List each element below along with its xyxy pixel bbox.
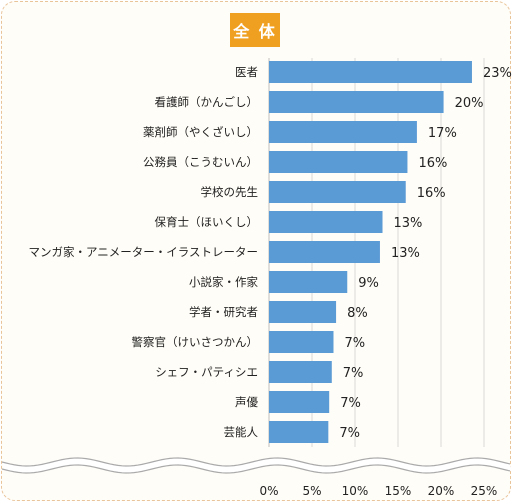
bar [269,361,332,383]
value-label: 16% [417,186,446,201]
category-label: マンガ家・アニメーター・イラストレーター [28,245,258,259]
category-label: 学者・研究者 [189,305,258,319]
bar [269,151,408,173]
axis-break [1,457,512,474]
value-label: 17% [428,126,457,141]
axis-break-line [1,457,511,467]
x-tick-label: 0% [259,484,278,498]
value-label: 7% [340,396,361,411]
bar [269,91,444,113]
axis-break-line [1,464,511,474]
value-label: 13% [394,216,423,231]
bar [269,241,380,263]
category-label: 声優 [235,395,258,409]
bar [269,331,334,353]
value-label: 23% [483,66,512,81]
value-label: 13% [391,246,420,261]
value-labels: 23% 20% 17% 16% 16% 13% 13% 9% 8% 7% 7% 7% 7% [339,66,512,441]
bar [269,61,472,83]
category-label: 学校の先生 [201,185,259,199]
category-label: 保育士（ほいくし） [155,215,259,229]
x-tick-label: 10% [342,484,369,498]
x-tick-label: 15% [385,484,412,498]
value-label: 8% [347,306,368,321]
bars [269,61,472,443]
bar [269,421,329,443]
category-label: 公務員（こうむいん） [143,155,258,169]
axis-break-fill [2,458,512,473]
value-label: 20% [455,96,484,111]
category-label: 芸能人 [224,425,259,439]
category-label: 医者 [235,65,258,79]
bar [269,271,348,293]
x-tick-label: 5% [302,484,321,498]
value-label: 7% [345,336,366,351]
category-label: 薬剤師（やくざいし） [143,125,258,139]
value-label: 7% [343,366,364,381]
category-label: シェフ・パティシエ [155,365,258,379]
bar [269,211,383,233]
category-label: 警察官（けいさつかん） [132,335,259,349]
x-tick-label: 25% [471,484,498,498]
bar [269,301,337,323]
category-label: 看護師（かんごし） [155,95,259,109]
x-tick-label: 20% [428,484,455,498]
bar [269,391,330,413]
value-label: 7% [339,426,360,441]
category-label: 小説家・作家 [189,275,258,289]
value-label: 9% [358,276,379,291]
bar [269,121,417,143]
bar [269,181,406,203]
value-label: 16% [418,156,447,171]
chart-badge: 全 体 [230,13,280,47]
x-tick-labels: 0% 5% 10% 15% 20% 25% [259,484,497,498]
